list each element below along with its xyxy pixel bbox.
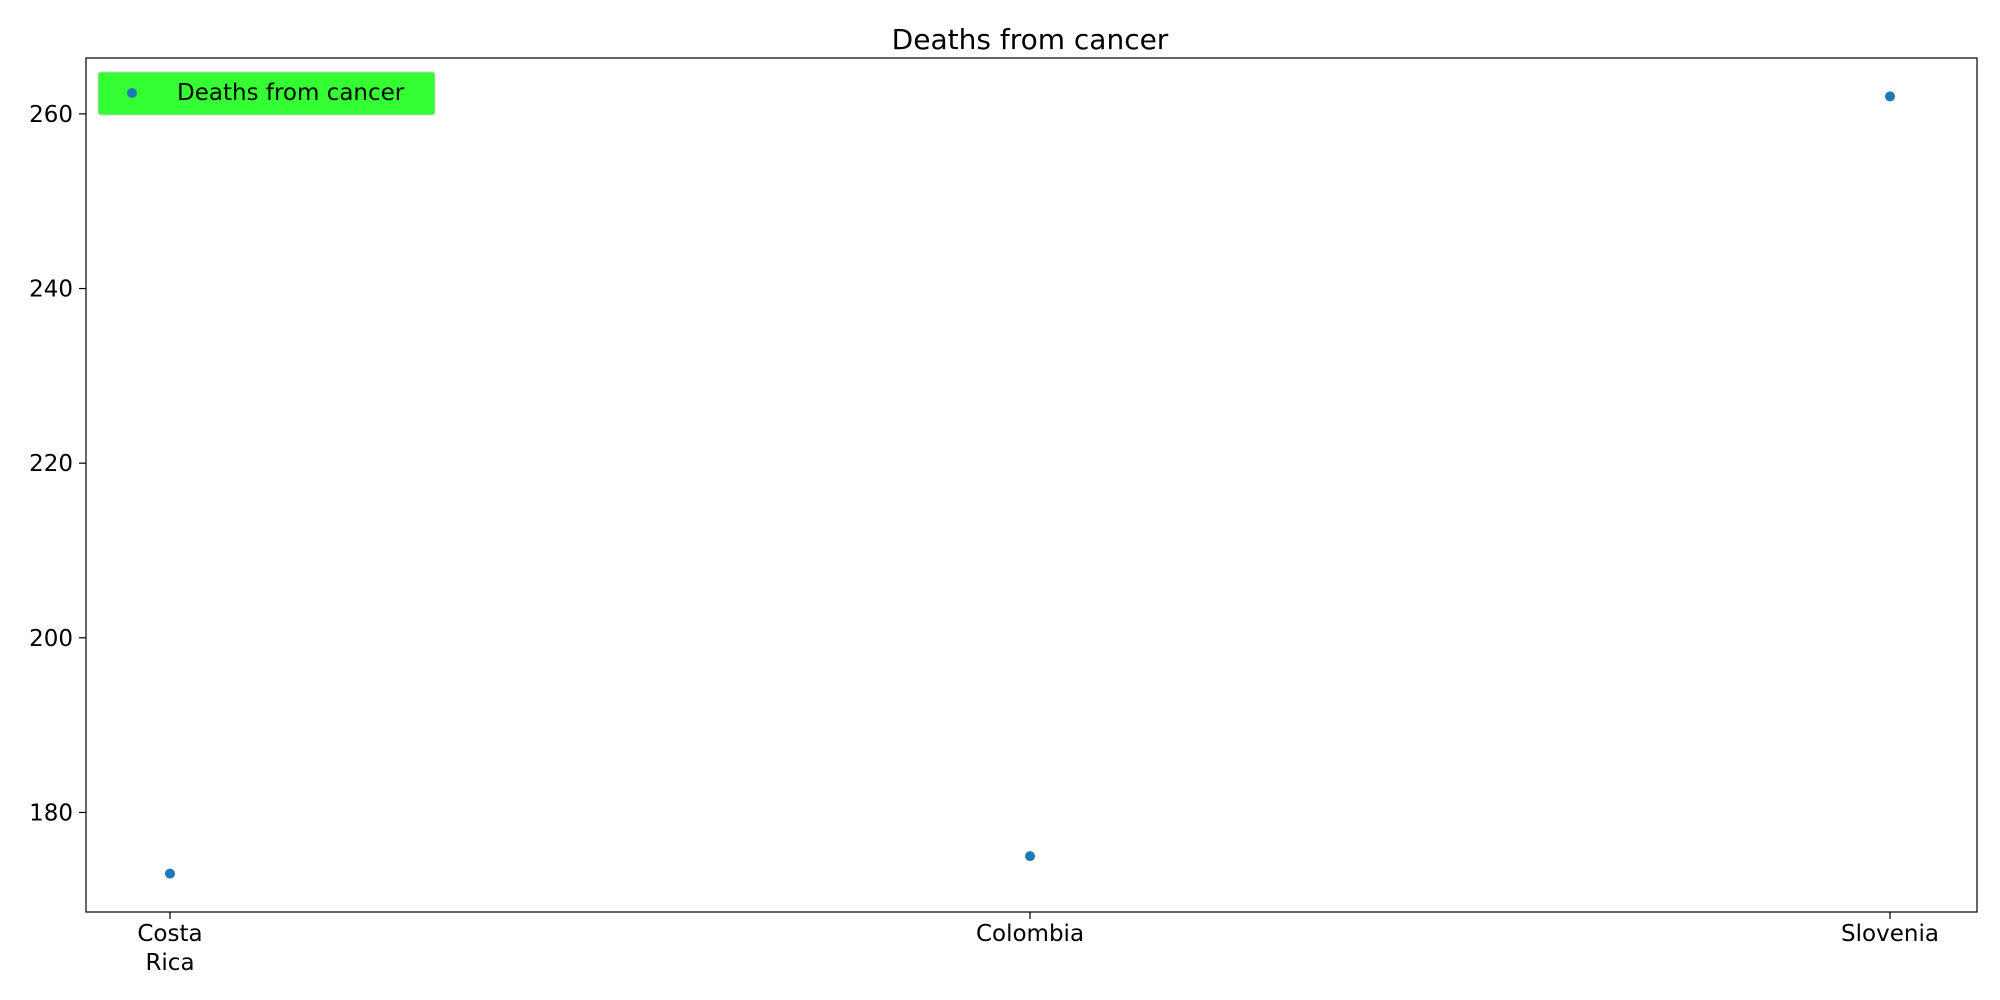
data-points bbox=[165, 91, 1895, 879]
y-tick-label: 220 bbox=[29, 451, 73, 477]
y-tick-label: 240 bbox=[29, 277, 73, 303]
data-point bbox=[165, 868, 175, 879]
x-axis: Costa Rica Colombia Slovenia bbox=[137, 912, 1939, 976]
plot-area-frame bbox=[85, 57, 1978, 913]
y-axis: 180 200 220 240 260 bbox=[29, 102, 86, 826]
legend-marker bbox=[127, 88, 137, 98]
x-tick-label: Colombia bbox=[976, 921, 1084, 947]
y-tick-label: 200 bbox=[29, 626, 73, 652]
data-point bbox=[1025, 851, 1035, 862]
chart-title: Deaths from cancer bbox=[892, 23, 1169, 56]
legend: Deaths from cancer bbox=[97, 71, 436, 116]
x-tick-label: Slovenia bbox=[1841, 921, 1939, 947]
legend-label: Deaths from cancer bbox=[177, 80, 405, 106]
data-point bbox=[1885, 91, 1895, 102]
y-tick-label: 260 bbox=[29, 102, 73, 128]
y-tick-label: 180 bbox=[29, 800, 73, 826]
legend-box bbox=[97, 71, 436, 116]
x-tick-label: Costa Rica bbox=[137, 921, 202, 976]
